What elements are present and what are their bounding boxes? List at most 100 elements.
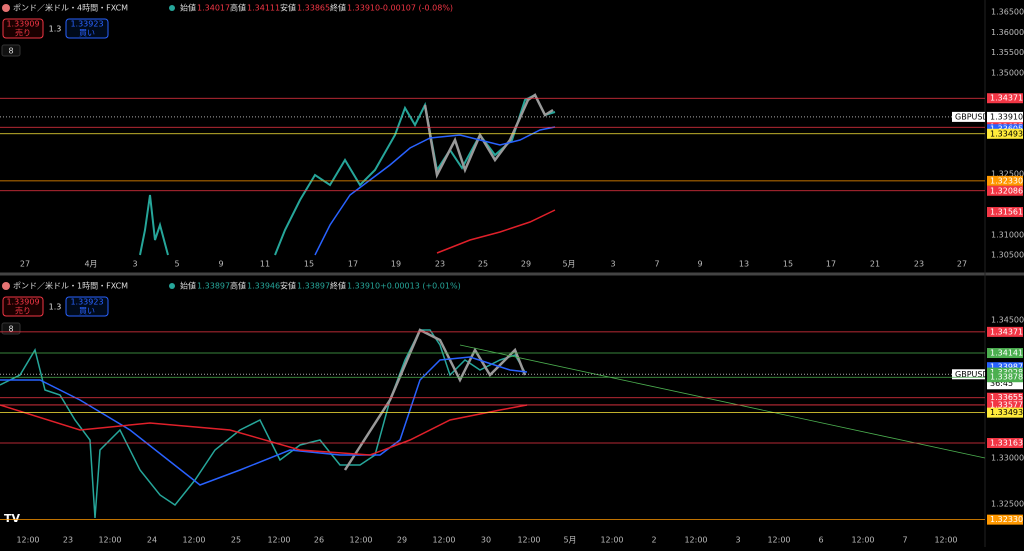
- ohlc-value: 1.34111: [247, 4, 280, 13]
- x-label: 12:00: [16, 536, 39, 545]
- price-tag: [987, 392, 1023, 403]
- price-tag-text: 1.34141: [990, 349, 1023, 358]
- axis-label: 1.31000: [991, 230, 1024, 239]
- sell-label: 売り: [15, 306, 31, 316]
- current-price: 1.33910: [990, 112, 1023, 121]
- indicator-count: 8: [8, 325, 13, 334]
- x-label: 26: [314, 536, 324, 545]
- price-tag: [987, 128, 1023, 139]
- change: +0.00013 (+0.01%): [380, 282, 461, 291]
- moving-average: [436, 209, 556, 254]
- axis-label: 1.36000: [991, 28, 1024, 37]
- x-label: 12:00: [267, 536, 290, 545]
- price-tag-text: 1.33878: [990, 373, 1023, 382]
- ohlc-value: 1.33897: [197, 282, 230, 291]
- price-tag-text: 1.33493: [990, 408, 1023, 417]
- price-tag: [987, 326, 1023, 337]
- x-label: 12:00: [517, 536, 540, 545]
- x-label: 2: [651, 536, 656, 545]
- x-label: 12:00: [934, 536, 957, 545]
- x-label: 4月: [84, 260, 97, 269]
- price-tag: [987, 175, 1023, 186]
- ohlc-label: 始値: [180, 281, 196, 291]
- x-label: 15: [304, 260, 314, 269]
- price-tag-text: 1.33987: [990, 363, 1023, 372]
- ohlc-value: 1.34017: [197, 4, 230, 13]
- x-label: 12:00: [182, 536, 205, 545]
- x-label: 25: [478, 260, 488, 269]
- x-label: 27: [957, 260, 967, 269]
- x-label: 3: [735, 536, 740, 545]
- x-label: 5月: [562, 260, 575, 269]
- ohlc-label: 高値: [230, 3, 246, 13]
- buy-price: 1.33923: [70, 20, 103, 29]
- sell-price: 1.33909: [6, 20, 39, 29]
- axis-label: 1.33000: [991, 454, 1024, 463]
- ohlc-value: 1.33865: [297, 4, 330, 13]
- ohlc-label: 安値: [280, 3, 296, 13]
- x-label: 17: [826, 260, 836, 269]
- x-label: 23: [63, 536, 73, 545]
- x-label: 9: [218, 260, 223, 269]
- axis-label: 1.30500: [991, 251, 1024, 260]
- x-label: 23: [435, 260, 445, 269]
- symbol-tag-text: GBPUSD: [955, 112, 989, 121]
- buy-button[interactable]: [65, 18, 109, 39]
- x-label: 27: [20, 260, 30, 269]
- symbol-title: ポンド／米ドル・1時間・FXCM: [13, 281, 128, 291]
- x-label: 5: [174, 260, 179, 269]
- sell-button[interactable]: [2, 18, 44, 39]
- price-tag: [987, 185, 1023, 196]
- buy-label: 買い: [79, 307, 95, 316]
- axis-label: 1.32500: [991, 500, 1024, 509]
- spread: 1.3: [49, 25, 62, 34]
- x-label: 12:00: [432, 536, 455, 545]
- symbol-tag-text: GBPUSD: [955, 370, 989, 379]
- x-label: 25: [231, 536, 241, 545]
- x-label: 12:00: [98, 536, 121, 545]
- trend-line: [459, 344, 986, 459]
- ohlc-label: 終値: [330, 3, 346, 13]
- price-tag-text: 1.32330: [990, 176, 1023, 185]
- price-tag-text: 1.33577: [990, 400, 1023, 409]
- x-label: 17: [348, 260, 358, 269]
- ohlc-label: 終値: [330, 281, 346, 291]
- change: -0.00107 (-0.08%): [380, 4, 453, 13]
- x-label: 7: [654, 260, 659, 269]
- axis-label: 1.32500: [991, 170, 1024, 179]
- candles: [139, 194, 169, 256]
- x-label: 30: [481, 536, 491, 545]
- x-label: 3: [610, 260, 615, 269]
- price-tag: [987, 407, 1023, 418]
- axis-label: 1.35000: [991, 68, 1024, 77]
- indicator-toggle[interactable]: [1, 322, 21, 335]
- x-label: 12:00: [684, 536, 707, 545]
- buy-button[interactable]: [65, 296, 109, 317]
- x-label: 12:00: [600, 536, 623, 545]
- sell-label: 売り: [15, 28, 31, 38]
- indicator-toggle[interactable]: [1, 44, 21, 57]
- x-label: 7: [902, 536, 907, 545]
- symbol-title: ポンド／米ドル・4時間・FXCM: [13, 3, 128, 13]
- symbol-tag: [952, 369, 985, 380]
- x-label: 15: [783, 260, 793, 269]
- ohlc-value: 1.33897: [297, 282, 330, 291]
- price-tag-text: 1.32086: [990, 186, 1023, 195]
- x-label: 3: [132, 260, 137, 269]
- x-label: 12:00: [349, 536, 372, 545]
- axis-label: 1.36500: [991, 8, 1024, 17]
- axis-label: 1.34500: [991, 316, 1024, 325]
- x-label: 13: [739, 260, 749, 269]
- price-tag: [987, 362, 1023, 373]
- price-tag-text: 1.34371: [990, 327, 1023, 336]
- sell-button[interactable]: [2, 296, 44, 317]
- price-tag: [987, 207, 1023, 218]
- moving-average: [0, 404, 528, 456]
- price-tag: [987, 438, 1023, 449]
- price-tag-text: 1.33493: [990, 129, 1023, 138]
- status-dot: [169, 283, 175, 289]
- status-dot: [169, 5, 175, 11]
- ohlc-value: 1.33910: [347, 4, 380, 13]
